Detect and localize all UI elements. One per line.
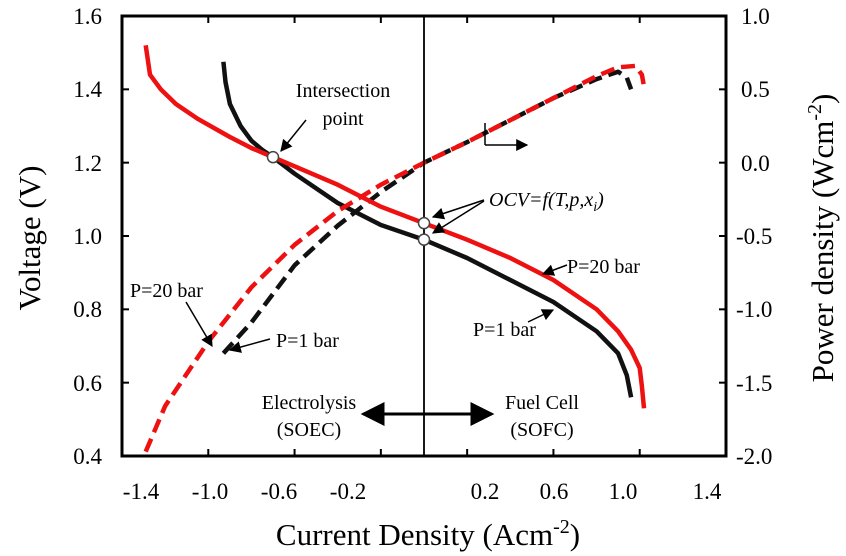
y2-tick-label: -2.0 [736, 444, 772, 469]
y-tick-label: 1.0 [73, 224, 102, 249]
y2-tick-label: -1.5 [736, 371, 772, 396]
y-tick-label: 0.4 [73, 444, 102, 469]
series-line-power-p1 [221, 69, 634, 355]
y2-tick-label: -1.0 [736, 297, 772, 322]
y-tick-label: 1.6 [73, 4, 102, 29]
y2-tick-label: -0.5 [736, 224, 772, 249]
x-tick-label: -0.2 [330, 479, 366, 504]
p20-left-arrow [185, 301, 213, 348]
y-tick-label: 1.4 [73, 77, 102, 102]
series-line-voltage-p20 [143, 44, 647, 409]
x-tick-label: -1.4 [123, 479, 160, 504]
x-axis-title: Current Density (Acm-2) [276, 516, 580, 552]
data-point-marker [417, 216, 431, 230]
ocv-arrow-upper [431, 199, 485, 220]
ocv-arrow-lower [431, 200, 485, 234]
ticks-group [121, 15, 727, 457]
p20-left-label: P=20 bar [130, 280, 203, 302]
intersection-label-2: point [322, 108, 364, 130]
y2-tick-labels: -2.0 -1.5 -1.0 -0.5 0.0 0.5 1.0 [736, 4, 772, 469]
p20-right-label: P=20 bar [567, 256, 640, 278]
x-tick-label: -1.0 [192, 479, 228, 504]
p1-left-arrow [228, 338, 271, 353]
intersection-label: Intersection [296, 80, 390, 102]
series-line-voltage-p1 [221, 61, 634, 398]
series-line-power-p20 [143, 63, 647, 453]
y-tick-label: 0.8 [73, 297, 102, 322]
fuelcell-label-2: (SOFC) [510, 419, 573, 441]
x-tick-label: 0.6 [540, 479, 569, 504]
ocv-label: OCV=f(T,p,xi) [489, 189, 604, 215]
x-tick-label: 1.4 [693, 479, 722, 504]
x-tick-label: -0.6 [261, 479, 297, 504]
fuelcell-label: Fuel Cell [505, 392, 579, 414]
annotations: Intersection point OCV=f(T,p,xi) P=20 ba… [130, 80, 640, 441]
y2-tick-label: 0.0 [741, 151, 770, 176]
y2-tick-label: 1.0 [741, 4, 770, 29]
y-tick-labels: 0.4 0.6 0.8 1.0 1.2 1.4 1.6 [73, 4, 102, 469]
x-tick-label: 0.2 [471, 479, 500, 504]
p1-right-arrow [527, 309, 555, 323]
y-axis-title: Voltage (V) [12, 166, 47, 311]
x-tick-labels: -1.4 -1.0 -0.6 -0.2 0.2 0.6 1.0 1.4 [123, 479, 722, 504]
y2-axis-title: Power density (Wcm-2) [804, 94, 840, 383]
intersection-arrow [280, 119, 307, 152]
p1-left-label: P=1 bar [276, 330, 339, 352]
electrolysis-label: Electrolysis [262, 392, 357, 414]
curves-group [143, 44, 647, 453]
markers-group [266, 150, 431, 246]
y-tick-label: 1.2 [73, 151, 102, 176]
p1-right-label: P=1 bar [473, 319, 536, 341]
y-tick-label: 0.6 [73, 371, 102, 396]
data-point-marker [266, 150, 280, 164]
p20-right-arrow [541, 264, 568, 276]
x-tick-label: 1.0 [609, 479, 638, 504]
electrolysis-label-2: (SOEC) [277, 419, 341, 441]
data-point-marker [417, 233, 431, 246]
y2-tick-label: 0.5 [741, 77, 770, 102]
